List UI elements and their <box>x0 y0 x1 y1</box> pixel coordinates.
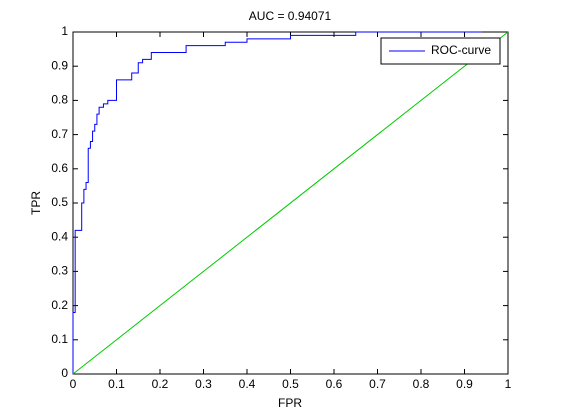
x-tick-label: 0.7 <box>369 377 386 391</box>
x-tick-label: 0.5 <box>282 377 299 391</box>
y-tick-label: 0.8 <box>51 93 68 107</box>
x-tick-label: 0.1 <box>108 377 125 391</box>
y-tick-label: 0.4 <box>51 229 68 243</box>
x-axis-label: FPR <box>278 396 302 410</box>
chart-title: AUC = 0.94071 <box>249 9 332 23</box>
y-tick-label: 0.7 <box>51 127 68 141</box>
plot-frame <box>72 31 509 375</box>
legend-label: ROC-curve <box>431 43 491 57</box>
x-tick-label: 1 <box>505 377 512 391</box>
x-tick-label: 0 <box>70 377 77 391</box>
x-tick-label: 0.4 <box>239 377 256 391</box>
y-tick-label: 0.5 <box>51 195 68 209</box>
y-axis-label: TPR <box>29 191 43 215</box>
data-line <box>72 31 482 374</box>
y-tick-label: 0.1 <box>51 332 68 346</box>
x-tick-label: 0.6 <box>326 377 343 391</box>
y-tick-label: 1 <box>61 24 68 38</box>
x-tick-label: 0.9 <box>456 377 473 391</box>
y-tick-label: 0.2 <box>51 298 68 312</box>
x-tick-label: 0.3 <box>195 377 212 391</box>
y-tick-label: 0 <box>61 366 68 380</box>
y-tick-label: 0.3 <box>51 264 68 278</box>
y-tick-label: 0.9 <box>51 58 68 72</box>
data-line <box>72 31 509 375</box>
y-tick-label: 0.6 <box>51 161 68 175</box>
x-tick-label: 0.2 <box>152 377 169 391</box>
x-tick-label: 0.8 <box>413 377 430 391</box>
